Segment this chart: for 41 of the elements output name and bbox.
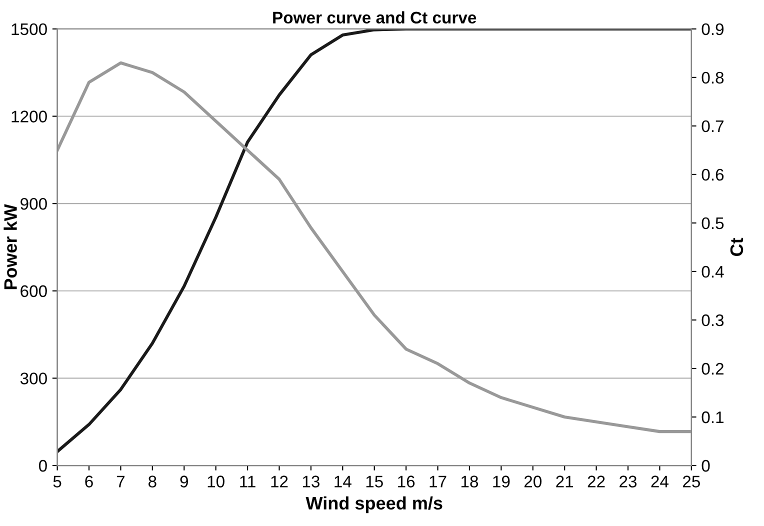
x-tick-label: 6: [85, 476, 93, 488]
x-tick-label: 25: [682, 476, 700, 488]
x-tick-label: 18: [461, 476, 478, 488]
x-tick-label: 11: [240, 476, 256, 488]
x-tick-label: 24: [651, 476, 668, 488]
x-axis-title: Wind speed m/s: [306, 496, 442, 514]
x-tick-label: 7: [116, 476, 125, 488]
x-tick-label: 12: [271, 476, 288, 488]
y2-tick-label: 0.4: [702, 266, 724, 278]
x-tick-label: 13: [302, 476, 320, 488]
x-tick-label: 21: [556, 476, 574, 488]
y2-tick-label: 0.3: [702, 314, 724, 326]
y-tick-label: 0: [38, 460, 47, 472]
y2-tick-label: 0.9: [702, 23, 724, 36]
y-tick-label: 900: [20, 198, 47, 210]
y-tick-label: 300: [20, 372, 47, 384]
x-tick-label: 15: [366, 476, 383, 488]
x-tick-label: 5: [53, 476, 62, 488]
x-tick-label: 23: [620, 476, 637, 488]
chart-title: Power curve and Ct curve: [273, 11, 476, 24]
x-tick-label: 10: [208, 476, 224, 488]
y2-tick-label: 0.5: [702, 217, 724, 230]
y2-tick-label: 0.2: [702, 362, 724, 375]
y2-tick-label: 0: [702, 460, 710, 472]
y2-tick-label: 0.6: [702, 168, 724, 181]
y2-axis-title: Ct: [730, 238, 744, 256]
y2-tick-label: 0.7: [702, 120, 724, 132]
y-tick-label: 1500: [12, 23, 47, 36]
y2-tick-label: 0.1: [702, 411, 724, 424]
x-tick-label: 20: [524, 476, 542, 488]
x-tick-label: 17: [430, 476, 446, 488]
y2-tick-label: 0.8: [702, 72, 724, 84]
x-tick-label: 16: [398, 476, 415, 488]
x-tick-label: 22: [588, 476, 605, 488]
x-tick-label: 19: [493, 476, 510, 488]
y-axis-title: Power kW: [4, 204, 17, 290]
x-tick-label: 9: [180, 476, 188, 488]
x-tick-label: 8: [148, 476, 156, 488]
y-tick-label: 1200: [12, 110, 47, 122]
x-tick-label: 14: [334, 476, 352, 488]
y-tick-label: 600: [20, 285, 47, 298]
